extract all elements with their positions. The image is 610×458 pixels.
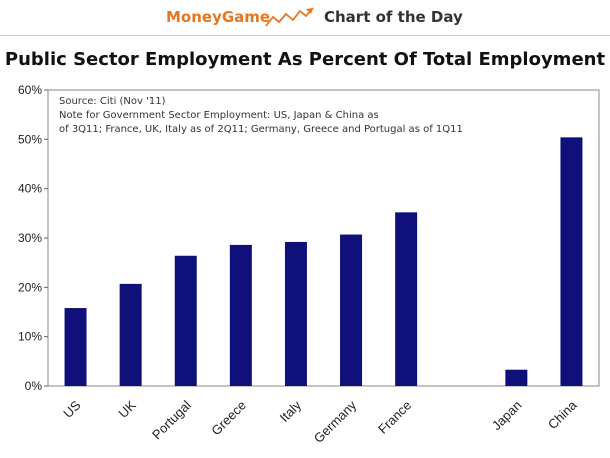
- y-tick-label: 0%: [25, 379, 43, 393]
- x-tick-label: Greece: [208, 398, 249, 439]
- y-tick-label: 50%: [18, 132, 42, 146]
- y-tick-label: 10%: [18, 330, 42, 344]
- bar: [174, 255, 197, 386]
- bar: [395, 212, 418, 386]
- y-tick-label: 20%: [18, 280, 42, 294]
- x-tick-label: China: [545, 397, 580, 432]
- chart-of-the-day-banner: MoneyGame Chart of the Day: [0, 0, 610, 36]
- banner-divider: [0, 35, 610, 36]
- x-tick-label: Italy: [277, 397, 305, 425]
- y-tick-label: 30%: [18, 231, 42, 245]
- trend-line-icon: [265, 7, 314, 27]
- bar: [340, 234, 363, 386]
- y-tick-label: 40%: [18, 182, 42, 196]
- bar: [64, 308, 87, 386]
- x-tick-label: Japan: [489, 398, 525, 434]
- x-tick-label: Portugal: [149, 397, 194, 442]
- source-note-line: Source: Citi (Nov '11): [59, 96, 166, 107]
- bar: [229, 244, 252, 386]
- x-tick-label: UK: [115, 397, 139, 421]
- bar: [284, 241, 307, 386]
- x-tick-label: Germany: [311, 397, 360, 446]
- chart-title: Public Sector Employment As Percent Of T…: [4, 49, 606, 70]
- x-tick-label: France: [375, 398, 414, 437]
- source-note-line: of 3Q11; France, UK, Italy as of 2Q11; G…: [59, 124, 463, 135]
- y-tick-label: 60%: [18, 83, 42, 97]
- x-tick-label: US: [60, 397, 84, 421]
- bar: [505, 369, 528, 386]
- banner-title: Chart of the Day: [324, 8, 463, 26]
- bar: [560, 137, 583, 386]
- brand-logo: MoneyGame: [166, 8, 271, 26]
- source-note-line: Note for Government Sector Employment: U…: [59, 110, 379, 121]
- bar: [119, 283, 142, 386]
